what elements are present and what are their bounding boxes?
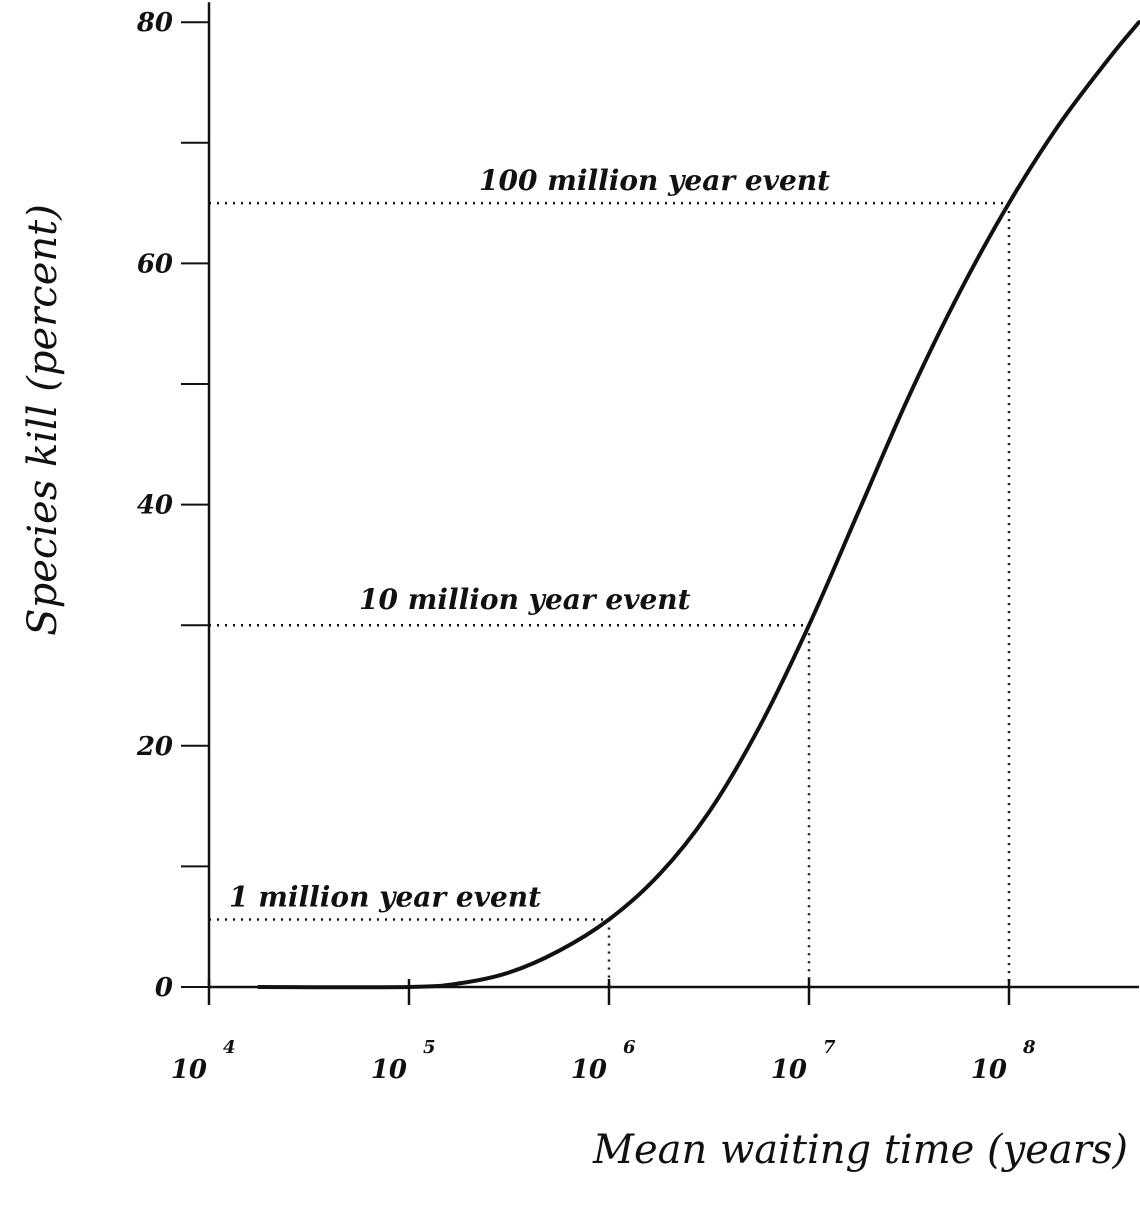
x-tick-label-exponent: 7 [823, 1037, 836, 1058]
x-tick-label-base: 10 [771, 1055, 807, 1085]
event-label: 100 million year event [479, 164, 830, 197]
x-tick-label-base: 10 [971, 1055, 1007, 1085]
event-guide-layer [209, 201, 1011, 987]
x-tick-label-base: 10 [571, 1055, 607, 1085]
y-axis-title: Species kill (percent) [20, 204, 66, 636]
event-label: 10 million year event [359, 583, 691, 616]
axes-layer [181, 2, 1139, 1005]
y-tick-label: 0 [155, 973, 173, 1003]
x-tick-label-base: 10 [371, 1055, 407, 1085]
y-tick-label: 60 [137, 249, 173, 279]
y-tick-label: 20 [136, 732, 173, 762]
x-tick-label-base: 10 [171, 1055, 207, 1085]
event-label: 1 million year event [229, 880, 541, 913]
series-line [257, 20, 1140, 990]
series-layer [257, 20, 1140, 990]
x-tick-label-exponent: 8 [1022, 1037, 1036, 1058]
x-tick-label-exponent: 5 [423, 1037, 436, 1058]
text-layer: 0 20 40 60 80 10 4 10 5 10 6 10 7 10 8 1 million year e… [20, 8, 1128, 1173]
x-axis-title: Mean waiting time (years) [592, 1127, 1128, 1173]
y-tick-label: 40 [137, 491, 173, 521]
y-tick-label: 80 [136, 8, 173, 38]
x-tick-label-exponent: 4 [223, 1037, 236, 1058]
x-tick-label-exponent: 6 [623, 1037, 636, 1058]
